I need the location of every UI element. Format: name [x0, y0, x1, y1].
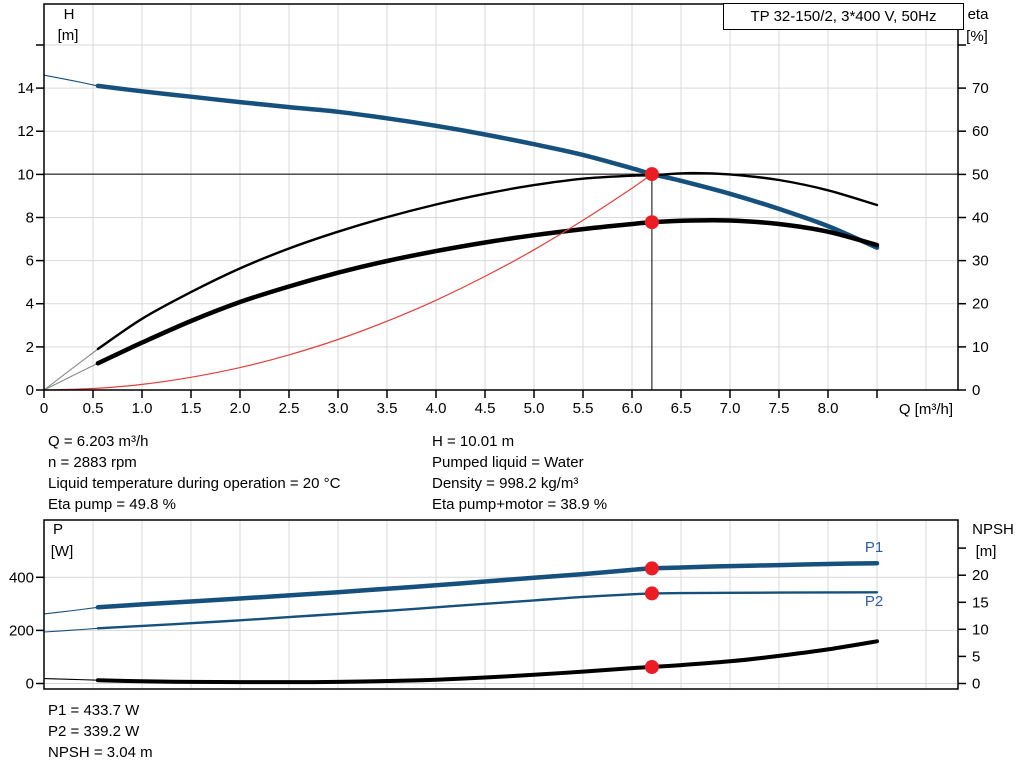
y-left-axis-title: [W] — [51, 543, 74, 560]
eta-pump-motor-curve — [95, 217, 880, 366]
p1-curve-lead — [43, 606, 98, 615]
x-tick-label: 6.5 — [671, 400, 692, 417]
y-left-tick-label: 14 — [17, 80, 34, 97]
y-right-tick-label: 20 — [972, 567, 989, 584]
y-left-tick-label: 2 — [26, 339, 34, 356]
power-info-column: P1 = 433.7 W P2 = 339.2 W NPSH = 3.04 m — [48, 700, 153, 763]
info-line-p2: P2 = 339.2 W — [48, 723, 140, 740]
y-right-tick-label: 10 — [972, 339, 989, 356]
eta-pump-curve — [96, 171, 879, 351]
x-tick-label: 4.5 — [475, 400, 496, 417]
x-tick-label: 7.0 — [720, 400, 741, 417]
qh-curve-lead — [43, 74, 99, 87]
info-line-speed: n = 2883 rpm — [48, 454, 137, 471]
y-right-axis-title: NPSH — [972, 521, 1014, 538]
y-right-tick-label: 20 — [972, 296, 989, 313]
y-left-tick-label: 8 — [26, 210, 34, 227]
y-left-tick-label: 0 — [26, 382, 34, 399]
x-tick-label: 1.5 — [181, 400, 202, 417]
y-left-axis-title: P — [53, 521, 63, 538]
y-left-axis-title: [m] — [58, 27, 79, 44]
y-right-tick-label: 10 — [972, 621, 989, 638]
y-left-tick-label: 200 — [9, 622, 34, 639]
y-left-tick-label: 400 — [9, 569, 34, 586]
p2-curve-lead — [43, 627, 98, 633]
p1-curve — [95, 560, 880, 610]
info-line-eta-pump: Eta pump = 49.8 % — [48, 496, 176, 513]
y-left-tick-label: 10 — [17, 166, 34, 183]
duty-point-marker — [644, 586, 659, 601]
x-tick-label: 2.5 — [279, 400, 300, 417]
duty-point-marker — [644, 561, 659, 576]
x-tick-label: 2.0 — [230, 400, 251, 417]
x-tick-label: 0 — [40, 400, 48, 417]
y-left-tick-label: 4 — [26, 296, 34, 313]
x-tick-label: 6.0 — [622, 400, 643, 417]
y-right-tick-label: 0 — [972, 676, 980, 693]
info-line-liquid-temperature: Liquid temperature during operation = 20… — [48, 475, 341, 492]
x-tick-label: 3.5 — [377, 400, 398, 417]
y-right-tick-label: 15 — [972, 594, 989, 611]
info-line-flow: Q = 6.203 m³/h — [48, 433, 149, 450]
x-tick-label: 7.5 — [769, 400, 790, 417]
x-tick-label: 3.0 — [328, 400, 349, 417]
duty-info-left-column: Q = 6.203 m³/h n = 2883 rpm Liquid tempe… — [48, 431, 340, 515]
plot-border — [43, 519, 959, 690]
y-right-tick-label: 60 — [972, 123, 989, 140]
info-line-npsh: NPSH = 3.04 m — [48, 744, 153, 761]
info-line-p1: P1 = 433.7 W — [48, 702, 140, 719]
x-tick-label: 0.5 — [83, 400, 104, 417]
info-line-pumped-liquid: Pumped liquid = Water — [432, 454, 584, 471]
x-tick-label: 4.0 — [426, 400, 447, 417]
info-line-density: Density = 998.2 kg/m³ — [432, 475, 579, 492]
x-tick-label: 5.0 — [524, 400, 545, 417]
duty-point-marker — [644, 660, 659, 674]
y-right-axis-title: eta — [968, 6, 990, 23]
y-right-tick-label: 40 — [972, 210, 989, 227]
y-left-tick-label: 12 — [17, 123, 34, 140]
x-tick-label: 5.5 — [573, 400, 594, 417]
y-right-axis-title: [m] — [976, 543, 997, 560]
pump-type-box: TP 32-150/2, 3*400 V, 50Hz — [723, 3, 964, 30]
series-label-p1: P1 — [865, 539, 883, 556]
y-right-tick-label: 5 — [972, 648, 980, 665]
y-right-tick-label: 70 — [972, 80, 989, 97]
info-line-head: H = 10.01 m — [432, 433, 515, 450]
plot-border — [43, 3, 959, 391]
y-right-tick-label: 0 — [972, 382, 980, 399]
y-left-tick-label: 0 — [26, 676, 34, 693]
qh-curve — [95, 83, 880, 250]
y-right-tick-label: 30 — [972, 253, 989, 270]
x-tick-label: 8.0 — [818, 400, 839, 417]
x-axis-title: Q [m³/h] — [899, 401, 953, 418]
info-line-eta-pump-motor: Eta pump+motor = 38.9 % — [432, 496, 608, 513]
pump-type-label: TP 32-150/2, 3*400 V, 50Hz — [750, 8, 937, 25]
system-curve — [43, 173, 653, 391]
duty-point-marker — [644, 215, 659, 230]
npsh-curve-lead — [43, 678, 98, 681]
eta-pump-motor-curve-lead — [43, 362, 99, 391]
eta-pump-curve-lead — [43, 348, 99, 391]
y-right-axis-title: [%] — [966, 28, 988, 45]
y-right-tick-label: 50 — [972, 166, 989, 183]
series-label-p2: P2 — [865, 593, 883, 610]
y-left-tick-label: 6 — [26, 253, 34, 270]
x-tick-label: 1.0 — [132, 400, 153, 417]
duty-info-right-column: H = 10.01 m Pumped liquid = Water Densit… — [432, 431, 607, 515]
y-left-axis-title: H — [64, 6, 75, 23]
npsh-curve — [95, 639, 879, 685]
duty-point-marker — [644, 167, 659, 182]
p2-curve — [96, 591, 879, 630]
